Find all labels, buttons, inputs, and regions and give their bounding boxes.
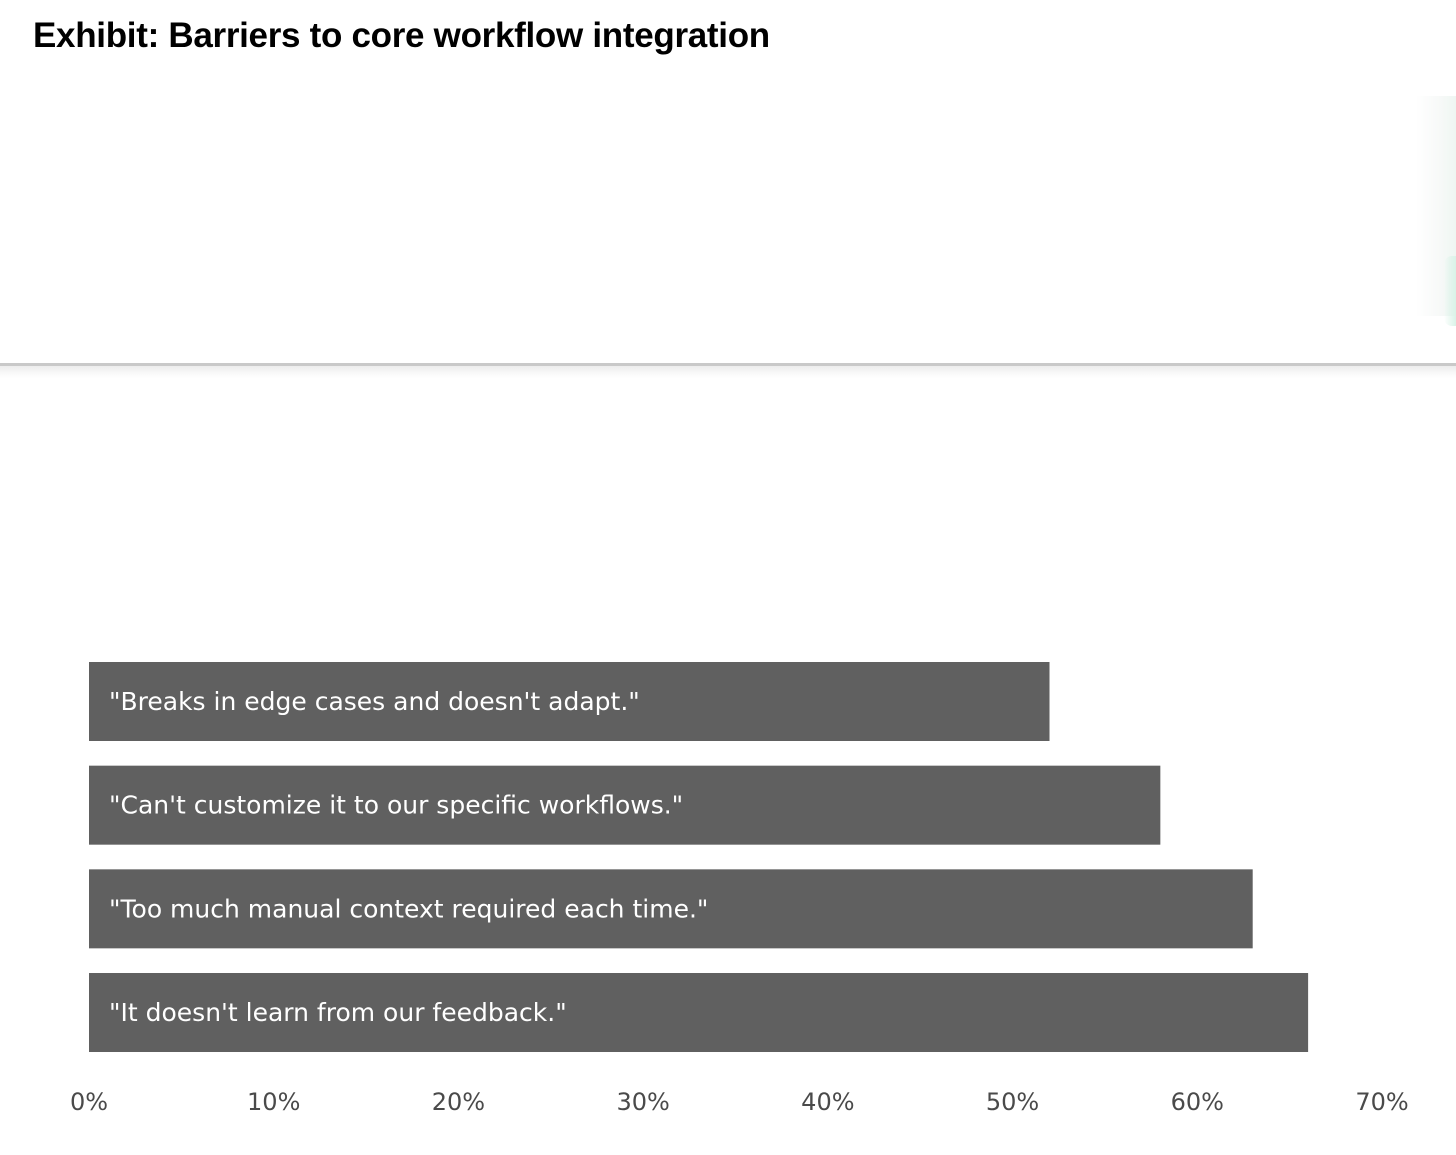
embedded-frame-accent [1444, 256, 1456, 326]
page-title: Exhibit: Barriers to core workflow integ… [33, 16, 770, 55]
bar [89, 765, 1161, 845]
x-tick-label: 60% [1171, 1088, 1224, 1116]
bar [89, 973, 1309, 1053]
embedded-frame-edge [1416, 96, 1456, 326]
x-tick-label: 30% [616, 1088, 669, 1116]
bar-label: "Can't customize it to our specific work… [109, 791, 683, 820]
bar-label: "Too much manual context required each t… [109, 894, 708, 923]
x-axis-ticks: 0% 10% 20% 30% 40% 50% 60% 70% [70, 1088, 1409, 1116]
bar [89, 662, 1050, 741]
section-divider-shadow [0, 366, 1456, 378]
x-tick-label: 0% [70, 1088, 108, 1116]
x-tick-label: 40% [801, 1088, 854, 1116]
x-tick-label: 50% [986, 1088, 1039, 1116]
x-tick-label: 20% [432, 1088, 485, 1116]
x-tick-label: 10% [247, 1088, 300, 1116]
bar [89, 869, 1253, 949]
bar-label: "It doesn't learn from our feedback." [109, 998, 567, 1027]
bars-group: "Breaks in edge cases and doesn't adapt.… [89, 662, 1309, 1053]
bar-label: "Breaks in edge cases and doesn't adapt.… [109, 687, 640, 716]
x-tick-label: 70% [1355, 1088, 1408, 1116]
section-divider [0, 363, 1456, 366]
